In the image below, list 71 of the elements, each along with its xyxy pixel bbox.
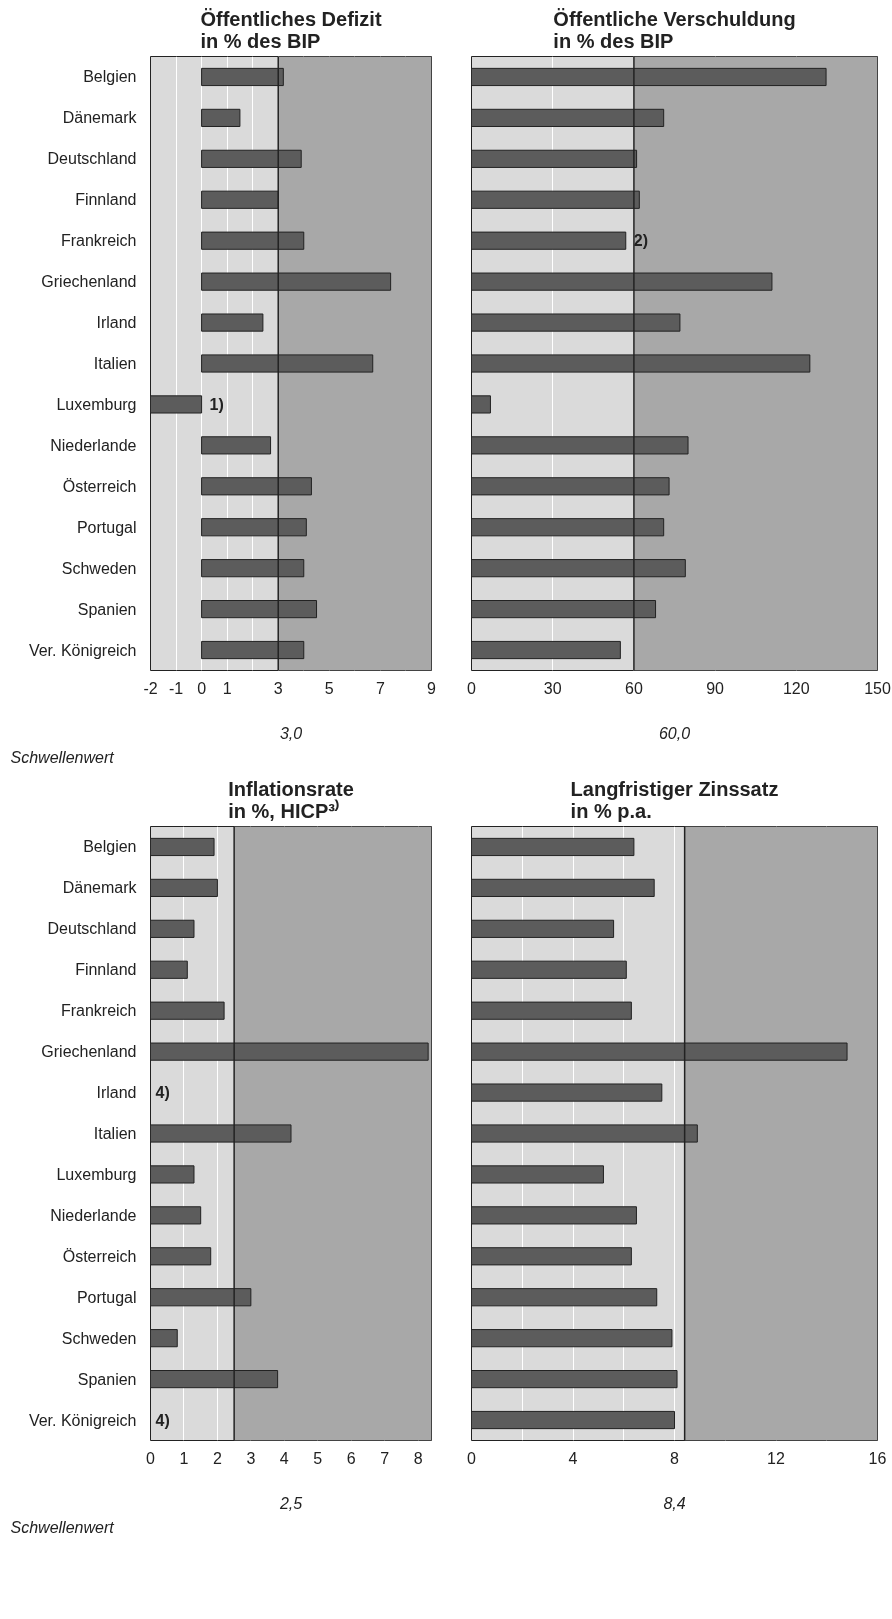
text: Schwellenwert [10,1518,115,1536]
y-tick-label: Österreich [62,1247,137,1265]
x-tick-label: 60 [625,679,643,697]
ref-line-label: 8,4 [663,1494,686,1512]
text: 4) [155,1084,170,1102]
y-tick-label: Luxemburg [56,395,137,413]
x-tick-label: 8 [413,1449,423,1467]
chart-title: Langfristiger Zinssatz in % p.a. [570,777,779,822]
x-tick-label: 5 [313,1449,323,1467]
y-tick-label: Griechenland [41,1043,137,1061]
y-tick-label: Irland [96,314,137,332]
y-tick-label: Niederlande [50,436,137,454]
y-tick-label: Deutschland [47,150,137,168]
y-tick-label: Frankreich [60,232,137,250]
x-tick-label: 16 [868,1449,887,1467]
ref-line-label: 2,5 [278,1494,303,1512]
x-tick-label: 5 [324,679,334,697]
x-tick-label: -2 [143,679,158,697]
x-tick-label: 120 [782,679,810,697]
y-tick-label: Spanien [77,600,137,618]
x-tick-label: 150 [864,679,891,697]
y-tick-label: Finnland [75,191,137,209]
y-tick-label: Portugal [76,1288,137,1306]
y-tick-label: Ver. Königreich [28,1411,137,1429]
x-tick-label: 0 [197,679,207,697]
y-tick-label: Schweden [61,1329,137,1347]
x-tick-label: 3 [246,1449,256,1467]
x-tick-label: 0 [467,679,477,697]
y-tick-label: Frankreich [60,1002,137,1020]
y-tick-label: Niederlande [50,1206,137,1224]
x-tick-label: 7 [380,1449,390,1467]
y-tick-label: Belgien [83,68,137,86]
x-tick-label: 7 [375,679,385,697]
chart-title: Inflationsrate in %, HICP³⁾ [228,777,354,822]
x-tick-label: 4 [279,1449,289,1467]
y-tick-label: Ver. Königreich [28,641,137,659]
y-tick-label: Finnland [75,961,137,979]
x-tick-label: 90 [706,679,725,697]
y-tick-label: Italien [93,1125,137,1142]
ref-line-label: 3,0 [279,724,303,742]
y-tick-label: Österreich [62,477,137,495]
x-tick-label: -1 [168,679,184,697]
annotation: 1) [209,395,224,413]
x-tick-label: 12 [767,1449,785,1467]
y-tick-label: Spanien [77,1370,137,1388]
x-tick-label: 6 [346,1449,356,1467]
y-tick-label: Deutschland [47,920,137,938]
x-tick-label: 30 [543,679,562,697]
y-tick-label: Griechenland [41,273,137,291]
y-tick-label: Irland [96,1084,137,1102]
x-tick-label: 9 [427,679,437,697]
ref-line-label: 60,0 [658,724,691,742]
x-tick-label: 8 [670,1449,680,1467]
x-tick-label: 2 [212,1449,222,1467]
y-tick-label: Luxemburg [56,1165,137,1183]
chart-title: Öffentliche Verschuldung in % des BIP [553,7,796,52]
x-tick-label: 1 [222,679,232,697]
y-tick-label: Portugal [76,518,137,536]
y-tick-label: Italien [93,355,137,372]
x-tick-label: 0 [146,1449,156,1467]
y-tick-label: Dänemark [62,879,138,897]
text: Schwellenwert [10,748,115,766]
y-tick-label: Belgien [83,838,137,856]
text: 4) [155,1411,170,1429]
y-tick-label: Dänemark [62,109,138,127]
x-tick-label: 3 [273,679,283,697]
x-tick-label: 0 [467,1449,477,1467]
chart-title: Öffentliches Defizit in % des BIP [200,7,382,52]
x-tick-label: 1 [179,1449,189,1467]
x-tick-label: 4 [568,1449,578,1467]
y-tick-label: Schweden [61,559,137,577]
